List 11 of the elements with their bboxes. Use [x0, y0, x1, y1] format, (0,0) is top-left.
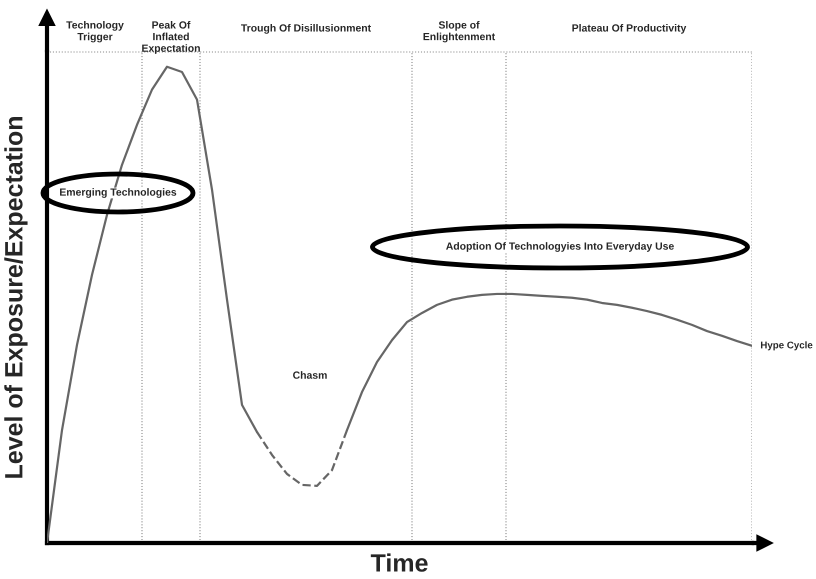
text: Technology Trigger [66, 21, 124, 42]
series-label: Hype Cycle [760, 341, 812, 350]
text: Slope of Enlightenment [424, 21, 496, 42]
text: Trough Of Disillusionment [241, 24, 371, 34]
y-axis-title: Level of Exposure/Expectation [4, 117, 28, 478]
annotation: Adoption Of Technologyies Into Everyday Use [446, 242, 674, 252]
text: Peak Of Inflated Expectation [142, 21, 200, 54]
annotation: Chasm [293, 371, 327, 379]
x-axis-title: Time [370, 553, 428, 572]
annotation: Emerging Technologies [60, 188, 176, 198]
text: Plateau Of Productivity [572, 24, 686, 34]
